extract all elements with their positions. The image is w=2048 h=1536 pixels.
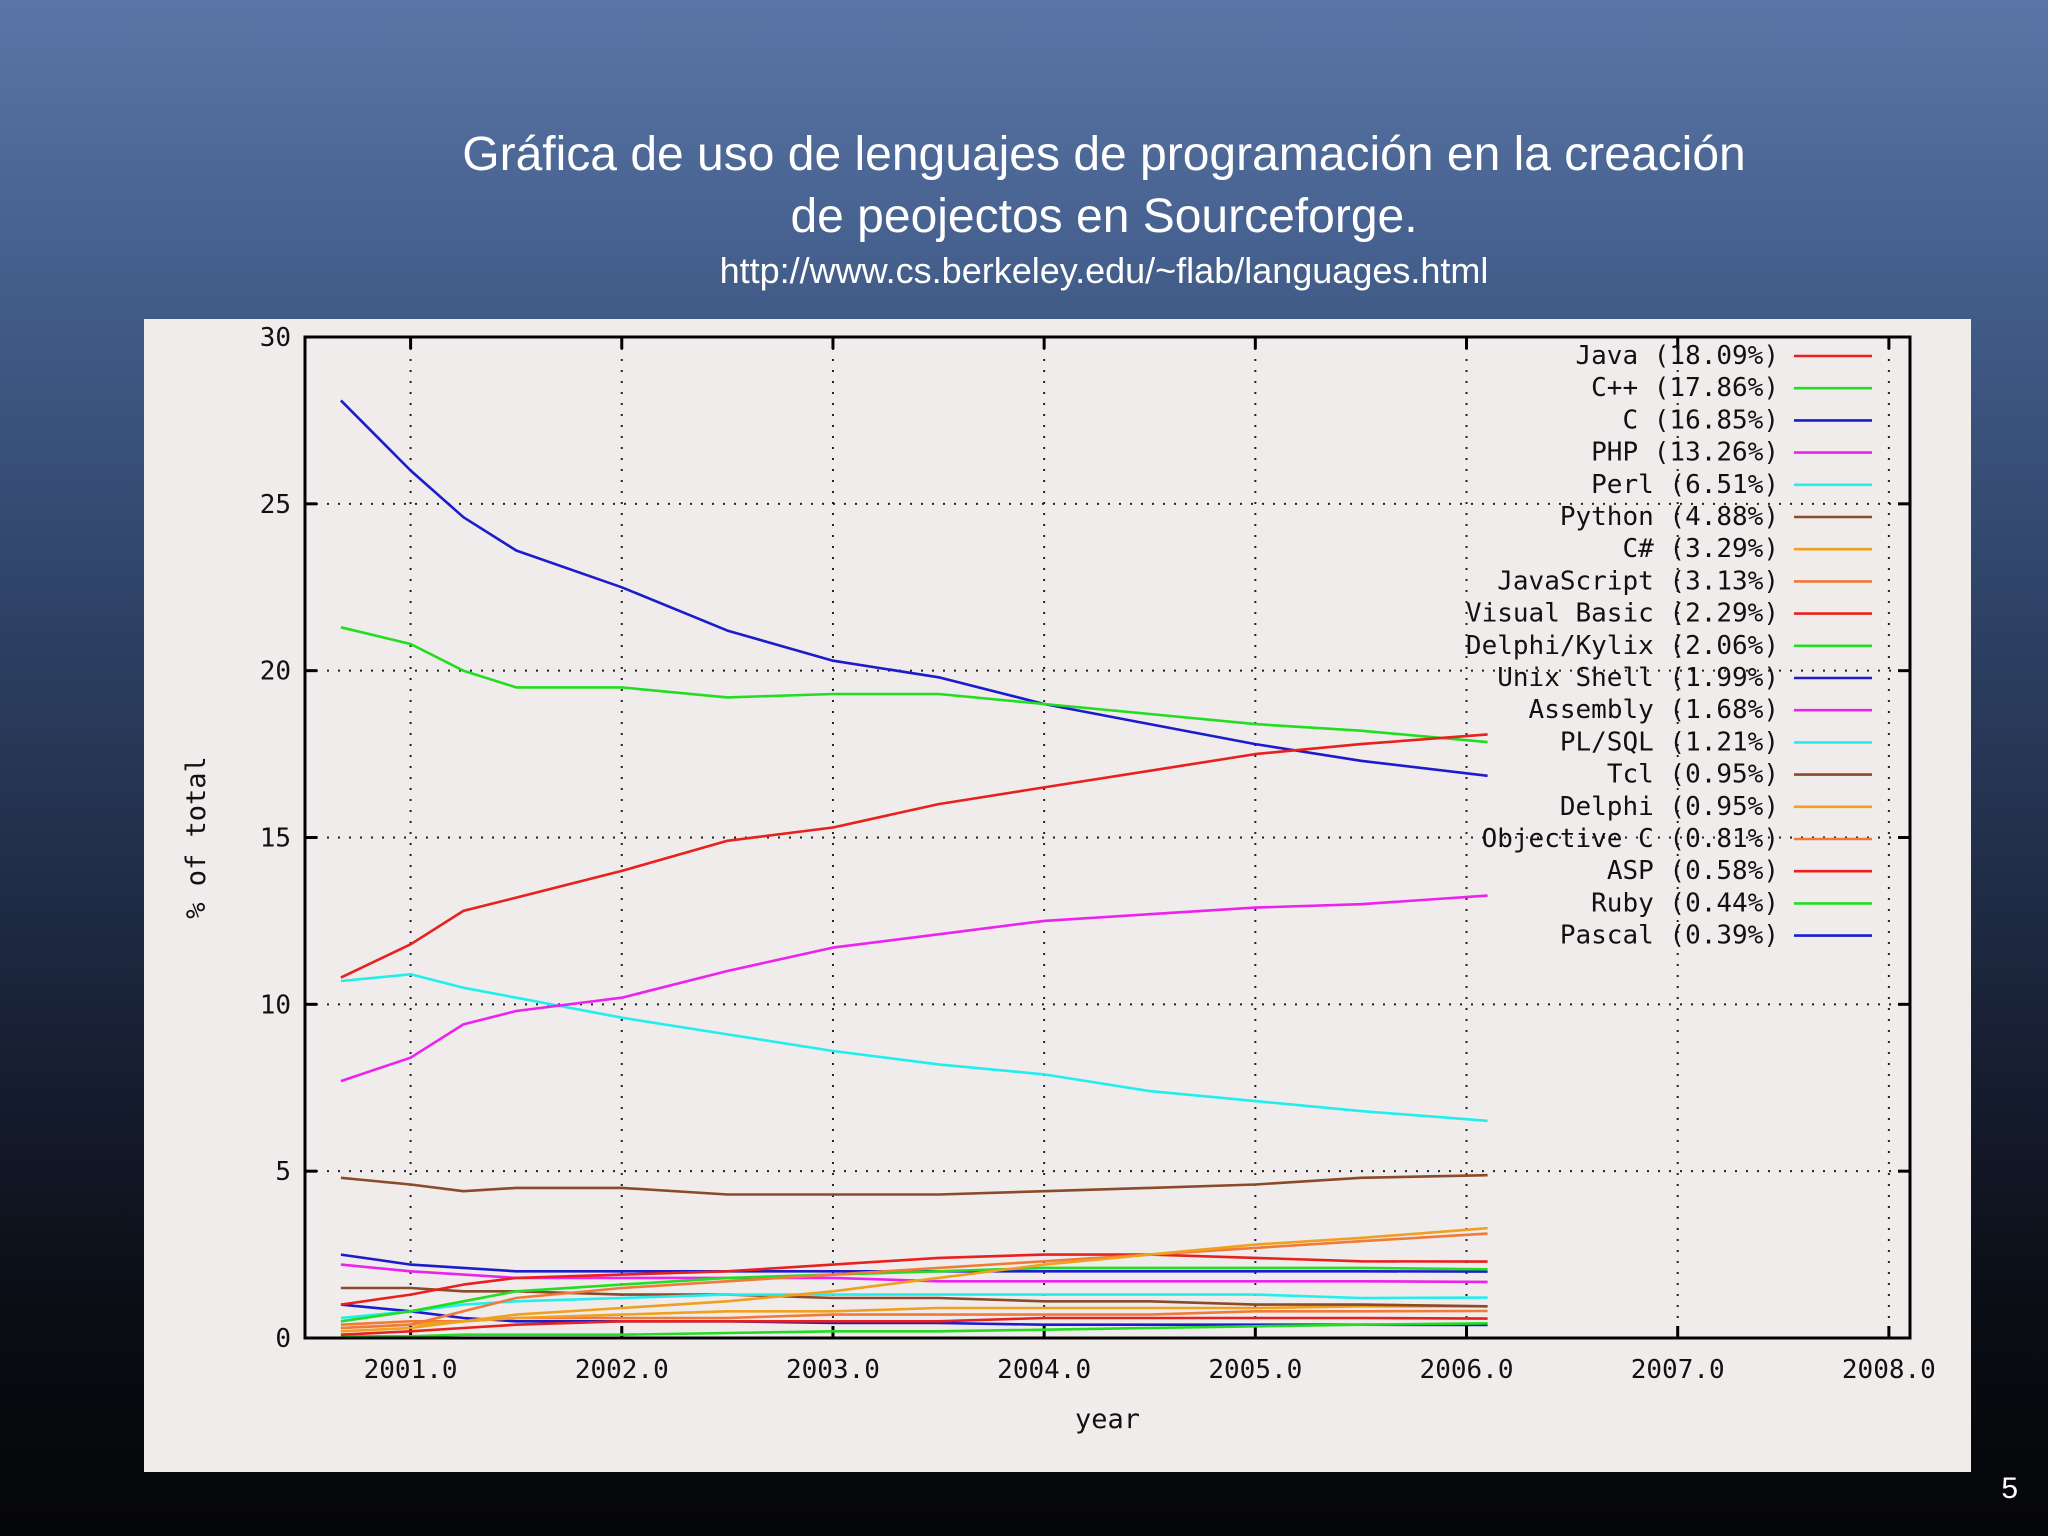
- y-tick-label: 15: [260, 824, 291, 854]
- x-tick-label: 2005.0: [1208, 1355, 1302, 1385]
- series-line: [340, 733, 1488, 979]
- x-tick-label: 2006.0: [1420, 1355, 1514, 1385]
- slide-title-line-1: Gráfica de uso de lenguajes de programac…: [462, 128, 1746, 181]
- legend-label: Perl (6.51%): [1591, 470, 1779, 500]
- legend-label: PHP (13.26%): [1591, 438, 1779, 468]
- line-chart: 2001.0 2002.0 2003.0 2004.0 2005.0 2006.0 2007…: [181, 323, 1936, 1435]
- series-line: [340, 1226, 1488, 1333]
- legend-label: Visual Basic (2.29%): [1466, 599, 1779, 629]
- x-tick-label: 2003.0: [786, 1355, 880, 1385]
- series-line: [340, 1253, 1488, 1306]
- series-line: [340, 1286, 1488, 1308]
- legend-label: C++ (17.86%): [1591, 373, 1779, 403]
- series-line: [340, 1316, 1488, 1336]
- y-tick-label: 5: [275, 1157, 291, 1187]
- y-axis-label: % of total: [181, 756, 212, 919]
- series-line: [340, 1293, 1488, 1320]
- legend-label: Tcl (0.95%): [1607, 760, 1779, 790]
- chart-panel: 2001.0 2002.0 2003.0 2004.0 2005.0 2006.0 2007…: [144, 319, 1971, 1472]
- plot-frame: [303, 335, 1912, 1340]
- y-tick-label: 0: [275, 1324, 291, 1354]
- legend-label: Java (18.09%): [1576, 341, 1780, 371]
- x-tick-label: 2002.0: [575, 1355, 669, 1385]
- legend-label: PL/SQL (1.21%): [1560, 727, 1779, 757]
- slide-title: Gráfica de uso de lenguajes de programac…: [300, 124, 1908, 248]
- series-line: [340, 1322, 1488, 1338]
- legend-label: Objective C (0.81%): [1482, 824, 1779, 854]
- y-tick-label: 10: [260, 990, 291, 1020]
- legend-label: JavaScript (3.13%): [1497, 566, 1779, 596]
- legend-label: Assembly (1.68%): [1529, 695, 1779, 725]
- slide-number: 5: [2001, 1472, 2018, 1505]
- y-tick-label: 25: [260, 490, 291, 520]
- y-tick-label: 30: [260, 323, 291, 353]
- series-line: [340, 894, 1488, 1083]
- y-tick-label: 20: [260, 657, 291, 687]
- x-tick-label: 2004.0: [997, 1355, 1091, 1385]
- series-line: [340, 1303, 1488, 1327]
- series-line: [340, 1232, 1488, 1330]
- legend-label: Pascal (0.39%): [1560, 921, 1779, 951]
- legend-label: Unix Shell (1.99%): [1497, 663, 1779, 693]
- series-line: [340, 626, 1488, 744]
- series-line: [340, 1263, 1488, 1284]
- legend-label: Ruby (0.44%): [1591, 888, 1779, 918]
- x-axis-label: year: [1075, 1404, 1140, 1435]
- series-line: [340, 1253, 1488, 1273]
- legend-label: ASP (0.58%): [1607, 856, 1779, 886]
- x-tick-label: 2001.0: [364, 1355, 458, 1385]
- legend-label: Delphi/Kylix (2.06%): [1466, 631, 1779, 661]
- series-line: [340, 972, 1488, 1123]
- legend-label: C (16.85%): [1622, 405, 1779, 435]
- x-tick-label: 2007.0: [1631, 1355, 1725, 1385]
- series-line: [340, 1173, 1488, 1196]
- legend-label: Python (4.88%): [1560, 502, 1779, 532]
- x-tick-label: 2008.0: [1842, 1355, 1936, 1385]
- source-url: http://www.cs.berkeley.edu/~flab/languag…: [719, 250, 1489, 291]
- slide-title-line-2: de peojectos en Sourceforge.: [790, 190, 1418, 243]
- legend-label: Delphi (0.95%): [1560, 792, 1779, 822]
- legend-label: C# (3.29%): [1622, 534, 1779, 564]
- series-line: [339, 399, 1488, 778]
